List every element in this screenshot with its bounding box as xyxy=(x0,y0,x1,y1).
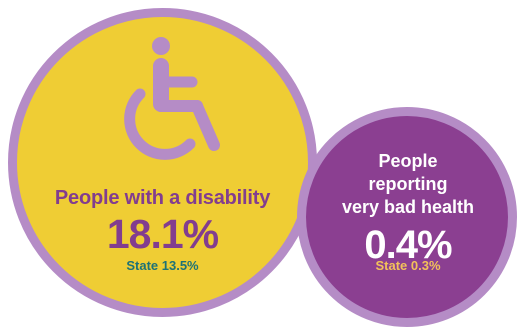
bad-health-label-line: very bad health xyxy=(341,197,475,217)
bad-health-label-line: People xyxy=(378,151,438,171)
disability-label: People with a disability xyxy=(54,187,271,209)
bad-health-circle xyxy=(297,107,517,327)
bad-health-label: People reporting very bad health xyxy=(322,150,494,219)
wheelchair-icon xyxy=(118,36,228,166)
bad-health-label-line: reporting xyxy=(368,174,448,194)
bad-health-state-value: State 0.3% xyxy=(375,258,441,273)
disability-state-value: State 13.5% xyxy=(126,258,199,273)
disability-value: 18.1% xyxy=(106,211,219,257)
bad-health-value: 0.4% xyxy=(364,223,452,267)
